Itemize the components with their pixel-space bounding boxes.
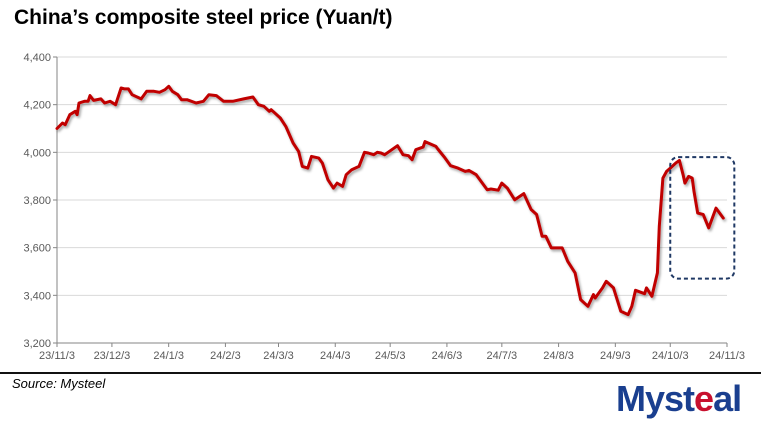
- x-tick-label: 24/6/3: [432, 350, 463, 362]
- x-tick-label: 24/4/3: [320, 350, 351, 362]
- x-tick-label: 24/7/3: [487, 350, 518, 362]
- x-tick-label: 24/1/3: [153, 350, 184, 362]
- x-tick-label: 24/5/3: [375, 350, 406, 362]
- x-tick-label: 24/3/3: [263, 350, 294, 362]
- x-tick-label: 24/10/3: [652, 350, 689, 362]
- chart-title: China’s composite steel price (Yuan/t): [14, 6, 393, 29]
- highlight-box: [669, 156, 736, 280]
- source-note: Source: Mysteel: [12, 376, 106, 391]
- y-tick-label: 3,800: [23, 195, 51, 207]
- logo-text-accent: e: [694, 378, 714, 419]
- x-tick-label: 24/8/3: [543, 350, 574, 362]
- x-tick-label: 24/9/3: [600, 350, 631, 362]
- series-line: [55, 84, 725, 317]
- y-tick-label: 3,600: [23, 243, 51, 255]
- y-tick-label: 4,200: [23, 100, 51, 112]
- y-tick-label: 3,200: [23, 338, 51, 350]
- y-tick-label: 4,400: [23, 52, 51, 64]
- divider: [0, 372, 761, 374]
- line-chart: 4,400 4,200 4,000 3,800 3,600 3,400 3,20023/11…: [23, 52, 745, 362]
- x-tick-label: 23/12/3: [94, 350, 131, 362]
- y-tick-label: 4,000: [23, 147, 51, 159]
- x-tick-label: 24/2/3: [210, 350, 241, 362]
- logo-text-end: al: [713, 378, 742, 419]
- x-tick-label: 23/11/3: [39, 350, 75, 362]
- mysteel-logo: Mysteal: [616, 378, 742, 420]
- x-tick-label: 24/11/3: [709, 350, 745, 362]
- y-tick-label: 3,400: [23, 290, 51, 302]
- logo-text: Myst: [616, 378, 695, 419]
